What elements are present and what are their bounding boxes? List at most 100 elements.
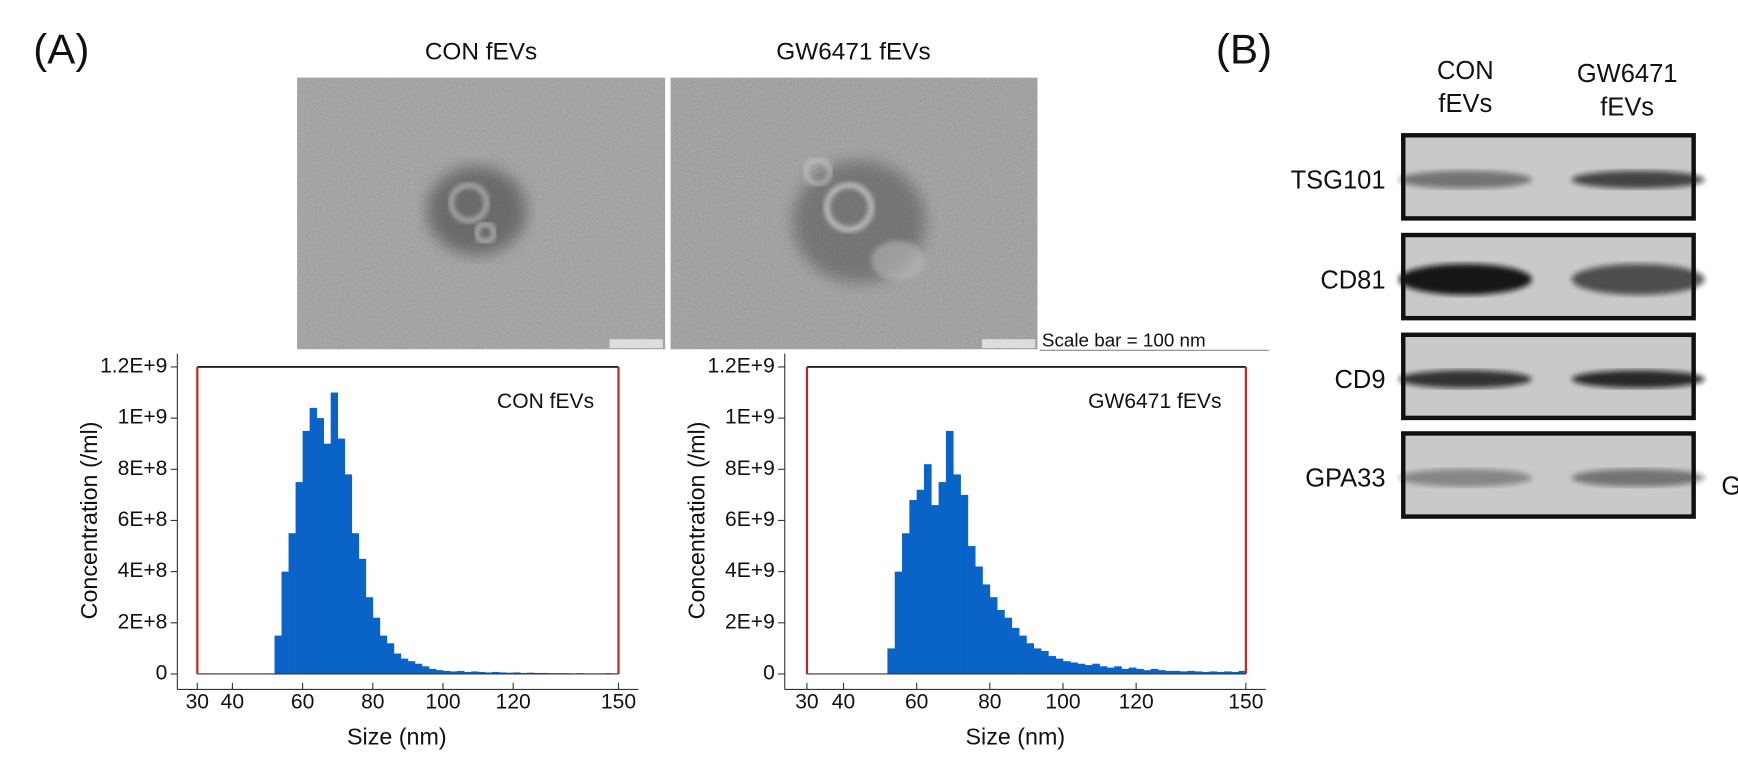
y-tick-label: 1.2E+9 [100,355,167,378]
y-tick-label: 1E+9 [118,406,168,429]
bar [492,671,500,674]
bar [1114,666,1122,674]
x-tick-label: 60 [291,690,314,713]
x-tick-label: 150 [601,690,636,713]
band [1571,468,1705,487]
bar [1033,648,1042,674]
x-axis-label: Size (nm) [347,723,447,749]
bar [1121,668,1130,674]
bar [1223,671,1232,674]
bar [393,653,402,674]
bar [1026,643,1035,674]
y-axis-label: Concentration (/ml) [683,422,709,620]
bar [372,617,381,674]
bar [1106,667,1115,674]
y-tick-label: 4E+9 [725,559,775,582]
bar [1231,671,1239,674]
row-label: TSG101 [1291,167,1386,195]
em-title: GW6471 fEVs [776,39,930,66]
x-tick-label: 100 [1045,690,1080,713]
row-label: CD9 [1335,366,1386,394]
x-tick-label: 150 [1228,690,1263,713]
band [1398,170,1532,189]
bar [351,533,360,674]
y-tick-label: 8E+9 [725,457,775,480]
bar [1238,670,1247,674]
x-tick-label: 120 [496,690,531,713]
x-tick-label: 40 [832,690,855,713]
bar [931,505,939,674]
band [1398,370,1532,388]
bar [323,443,332,674]
bar [464,671,472,674]
bar [344,474,353,674]
bar [1172,670,1181,674]
plot-area [197,366,619,674]
bar [1070,662,1078,674]
bar [1143,670,1152,674]
bar [982,584,991,674]
cut-label: G [1721,472,1738,500]
bar [379,635,388,674]
bar [1180,671,1188,674]
bar [485,672,493,674]
western-blot: CON fEVs GW6471 fEVs TSG101 CD81 CD9 GPA33 G [1291,57,1738,519]
em-title: CON fEVs [425,39,537,66]
bar [1194,671,1203,674]
panel-label: (A) [33,25,89,72]
bar [1216,671,1225,674]
band [1571,370,1705,388]
em-image [670,77,1038,350]
bar [1062,661,1071,674]
bar [1136,668,1144,674]
bar [513,672,521,674]
em-image [297,77,666,350]
bar [1187,670,1195,674]
bar [442,670,451,674]
bar [337,438,346,674]
bar [1011,627,1020,674]
bar [435,670,444,674]
panel-label: (B) [1216,25,1272,72]
bar [506,672,514,674]
bar [1004,617,1013,674]
column-header: fEVs [1438,90,1492,118]
column-header: CON [1437,57,1494,85]
y-tick-label: 6E+8 [118,508,168,531]
x-axis-label: Size (nm) [966,723,1066,749]
bar [1055,658,1064,674]
bar [1092,663,1100,674]
band [1571,263,1705,295]
y-tick-label: 4E+8 [118,559,168,582]
bar [997,610,1005,674]
scale-bar-label: Scale bar = 100 nm [1042,329,1206,350]
bar [527,672,535,674]
bar [902,533,910,674]
bar [1041,650,1049,674]
x-tick-label: 80 [361,690,384,713]
bar [471,671,479,674]
bar [365,597,374,674]
bar [288,533,296,674]
annotation: CON fEVs [497,390,594,413]
bar [1099,666,1108,674]
y-tick-label: 1.2E+9 [707,355,774,378]
column-header: fEVs [1600,93,1654,121]
bar [894,571,903,674]
bar [1201,671,1210,674]
x-tick-label: 80 [978,690,1001,713]
bar [1019,635,1027,674]
bar [499,672,507,674]
bar [358,558,367,674]
y-tick-label: 1E+9 [725,406,775,429]
y-axis-label: Concentration (/ml) [76,422,102,620]
bar [1165,670,1174,674]
y-tick-label: 2E+9 [725,610,775,633]
bar [478,671,486,674]
x-tick-label: 40 [221,690,244,713]
plot-area [806,366,1246,674]
bar [960,494,969,674]
bar [945,430,954,674]
bar [1084,665,1093,674]
